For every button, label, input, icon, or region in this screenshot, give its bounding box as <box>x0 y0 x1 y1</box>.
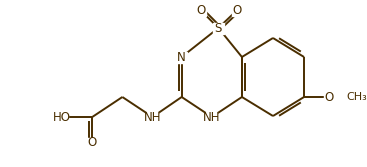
Text: NH: NH <box>144 111 161 124</box>
Text: O: O <box>325 91 334 104</box>
Text: O: O <box>88 136 97 149</box>
Bar <box>232 5 243 16</box>
Bar <box>206 112 218 123</box>
Text: O: O <box>196 4 205 17</box>
Bar <box>87 137 98 148</box>
Text: N: N <box>177 50 186 63</box>
Bar <box>213 23 224 34</box>
Bar <box>176 51 187 62</box>
Text: O: O <box>233 4 242 17</box>
Text: NH: NH <box>203 111 221 124</box>
Text: HO: HO <box>53 111 71 124</box>
Bar <box>324 92 335 103</box>
Text: CH₃: CH₃ <box>346 92 367 102</box>
Text: S: S <box>215 22 222 35</box>
Bar <box>147 112 158 123</box>
Bar <box>57 112 68 123</box>
Bar <box>195 5 206 16</box>
